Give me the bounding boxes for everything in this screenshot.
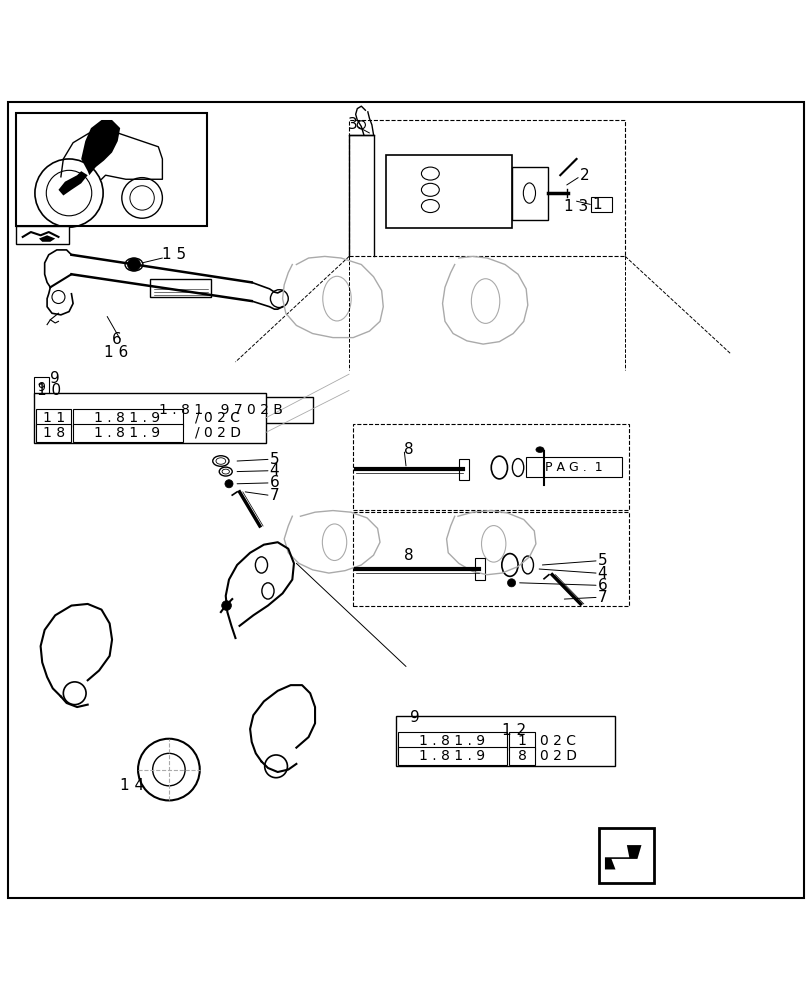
Text: 1: 1 [517, 734, 526, 748]
Bar [599, 828, 654, 883]
Bar [73, 424, 182, 442]
Text: 1: 1 [592, 197, 602, 212]
Ellipse shape [225, 480, 233, 488]
Polygon shape [604, 845, 641, 869]
Text: 1 5: 1 5 [162, 247, 187, 262]
Text: 9: 9 [37, 381, 45, 394]
Polygon shape [39, 235, 55, 242]
Text: 8: 8 [517, 749, 526, 763]
Text: 1 . 8 1 .  9 7 0 2 B: 1 . 8 1 . 9 7 0 2 B [159, 403, 282, 417]
Bar [353, 512, 629, 606]
Circle shape [221, 601, 231, 610]
Bar [397, 747, 507, 765]
Text: 7: 7 [597, 590, 607, 605]
Ellipse shape [507, 579, 515, 587]
Bar [396, 716, 615, 766]
Text: / 0 2 C: / 0 2 C [195, 411, 239, 425]
Text: 6: 6 [112, 332, 122, 347]
Bar [34, 393, 265, 443]
Text: 1 . 8 1 . 9: 1 . 8 1 . 9 [94, 411, 161, 425]
Text: / 0 2 D: / 0 2 D [195, 426, 241, 440]
Text: 9: 9 [50, 371, 60, 386]
Bar [590, 197, 611, 212]
Text: 9: 9 [410, 710, 419, 725]
Text: 6: 6 [597, 578, 607, 593]
Polygon shape [81, 120, 120, 175]
Text: 7: 7 [269, 488, 279, 503]
Bar [73, 409, 182, 427]
Text: 5: 5 [597, 553, 607, 568]
Bar [458, 459, 468, 480]
Bar [526, 457, 621, 477]
Bar [130, 397, 312, 423]
Text: 1 . 8 1 . 9: 1 . 8 1 . 9 [418, 734, 485, 748]
Text: 2: 2 [579, 168, 589, 183]
Bar [397, 732, 507, 750]
Text: 1 8: 1 8 [42, 426, 65, 440]
Text: 1 0: 1 0 [36, 383, 61, 398]
Text: 4: 4 [597, 566, 607, 581]
Text: P A G .  1: P A G . 1 [545, 461, 602, 474]
Bar [385, 155, 511, 228]
Bar [511, 167, 547, 220]
Text: 6: 6 [269, 475, 279, 490]
Text: 1 3: 1 3 [564, 199, 588, 214]
Text: 1 . 8 1 . 9: 1 . 8 1 . 9 [94, 426, 161, 440]
Bar [508, 732, 534, 750]
Bar [36, 424, 71, 442]
Text: 8: 8 [404, 548, 414, 563]
Text: 4: 4 [269, 463, 279, 478]
Bar [16, 226, 69, 244]
Polygon shape [58, 171, 88, 196]
Text: 1 1: 1 1 [42, 411, 65, 425]
Text: 0 2 D: 0 2 D [539, 749, 577, 763]
Bar [474, 558, 484, 580]
Text: 8: 8 [404, 442, 414, 457]
Bar [34, 377, 49, 397]
Bar [508, 747, 534, 765]
Text: 1 4: 1 4 [120, 778, 144, 793]
Text: 1 2: 1 2 [501, 723, 526, 738]
Bar [16, 113, 207, 226]
Ellipse shape [535, 447, 543, 452]
Bar [150, 279, 211, 297]
Text: 1 . 8 1 . 9: 1 . 8 1 . 9 [418, 749, 485, 763]
Text: 3: 3 [347, 117, 357, 132]
Text: 1 6: 1 6 [104, 345, 128, 360]
Bar [349, 120, 624, 256]
Bar [353, 424, 629, 510]
Circle shape [127, 258, 140, 271]
Text: 5: 5 [269, 452, 279, 467]
Text: 0 2 C: 0 2 C [539, 734, 575, 748]
Bar [36, 409, 71, 427]
